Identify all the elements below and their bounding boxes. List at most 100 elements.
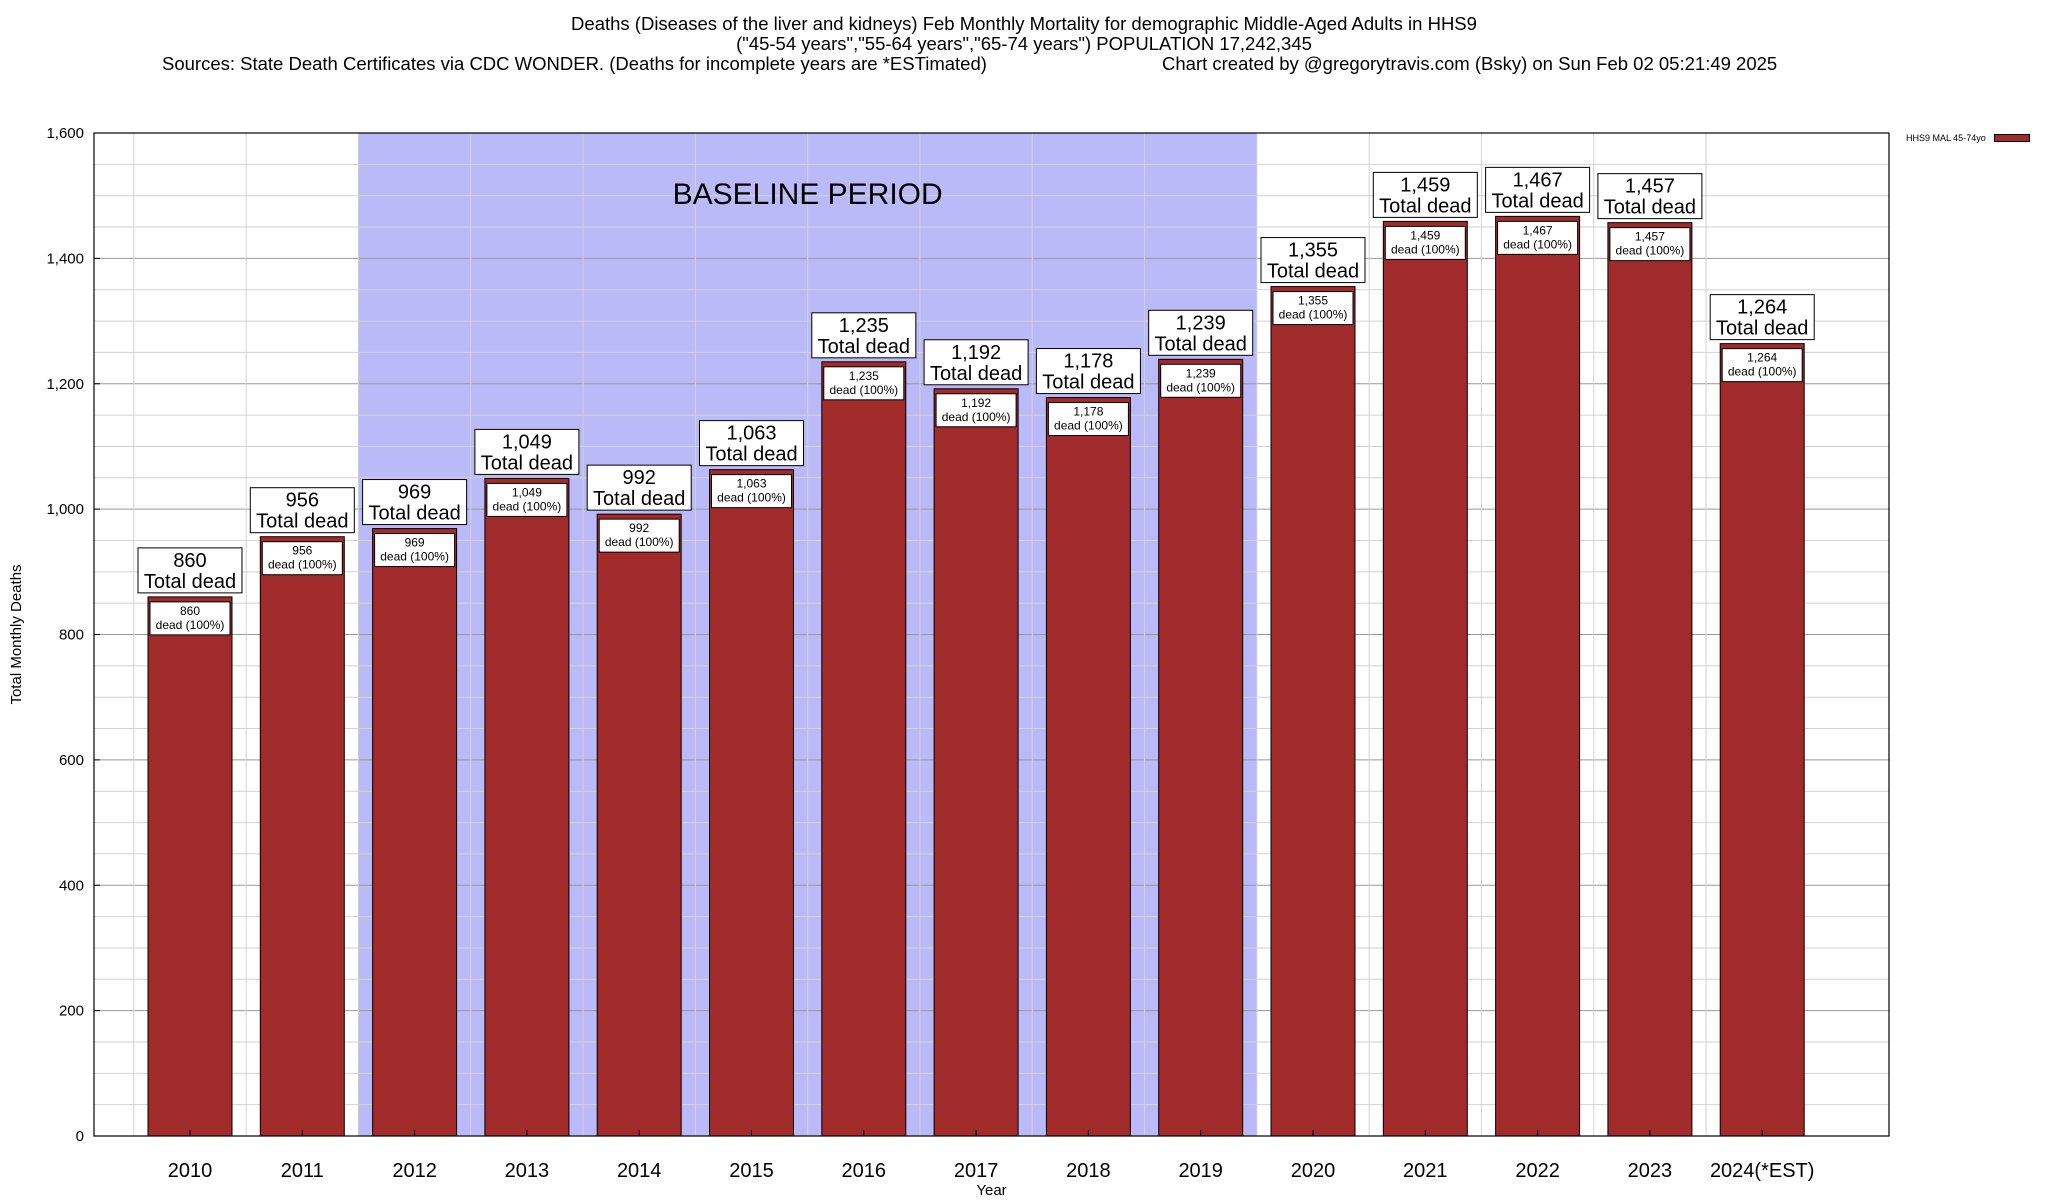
top-value-label: 956 bbox=[286, 490, 319, 512]
baseline-label: BASELINE PERIOD bbox=[673, 178, 943, 211]
bar bbox=[1607, 222, 1693, 1137]
x-axis-label: Year bbox=[976, 1182, 1006, 1199]
x-tick-label: 2018 bbox=[1066, 1160, 1111, 1182]
legend-label: HHS9 MAL 45-74yo bbox=[1906, 133, 1986, 143]
inner-label-box bbox=[1160, 363, 1242, 398]
y-tick-label: 800 bbox=[59, 627, 84, 644]
inner-label-box bbox=[935, 393, 1017, 428]
inner-label-box bbox=[149, 601, 231, 636]
y-tick-label: 1,400 bbox=[46, 250, 84, 267]
inner-value-label: 1,459 bbox=[1410, 228, 1440, 242]
top-value-label: 969 bbox=[398, 482, 431, 504]
y-tick-label: 1,200 bbox=[46, 376, 84, 393]
bar bbox=[821, 361, 907, 1137]
sources-note: Sources: State Death Certificates via CD… bbox=[162, 53, 987, 74]
top-suffix-label: Total dead bbox=[1604, 197, 1696, 219]
inner-label-box bbox=[486, 482, 568, 517]
inner-suffix-label: dead (100%) bbox=[1728, 365, 1797, 379]
bar bbox=[1270, 286, 1356, 1137]
inner-suffix-label: dead (100%) bbox=[829, 383, 898, 397]
top-suffix-label: Total dead bbox=[1155, 333, 1247, 355]
bar bbox=[372, 528, 458, 1137]
inner-suffix-label: dead (100%) bbox=[605, 535, 674, 549]
x-tick-label: 2011 bbox=[281, 1160, 324, 1182]
inner-value-label: 956 bbox=[292, 544, 312, 558]
inner-suffix-label: dead (100%) bbox=[1279, 308, 1348, 322]
inner-value-label: 1,457 bbox=[1635, 230, 1665, 244]
x-tick-label: 2014 bbox=[617, 1160, 662, 1182]
x-tick-label: 2023 bbox=[1628, 1160, 1673, 1182]
top-label-box bbox=[1485, 166, 1591, 213]
x-tick-label: 2020 bbox=[1291, 1160, 1336, 1182]
top-value-label: 1,178 bbox=[1063, 351, 1113, 373]
legend: HHS9 MAL 45-74yo bbox=[1906, 131, 2030, 145]
top-label-box bbox=[137, 547, 243, 594]
inner-label-box bbox=[1047, 402, 1129, 437]
chart-credit: Chart created by @gregorytravis.com (Bsk… bbox=[1162, 53, 1778, 74]
x-tick-label: 2016 bbox=[842, 1160, 887, 1182]
bar bbox=[596, 513, 682, 1137]
top-value-label: 860 bbox=[173, 550, 206, 572]
x-tick-label: 2010 bbox=[168, 1160, 213, 1182]
top-suffix-label: Total dead bbox=[256, 511, 348, 533]
title-line-1: Deaths (Diseases of the liver and kidney… bbox=[571, 13, 1477, 34]
y-tick-label: 1,000 bbox=[46, 501, 84, 518]
inner-label-box bbox=[261, 541, 343, 576]
top-label-box bbox=[699, 420, 804, 467]
x-tick-label: 2012 bbox=[392, 1160, 437, 1182]
plot-frame bbox=[93, 132, 1890, 1137]
inner-suffix-label: dead (100%) bbox=[156, 618, 225, 632]
top-suffix-label: Total dead bbox=[818, 336, 910, 358]
top-value-label: 1,063 bbox=[726, 423, 776, 445]
inner-label-box bbox=[1497, 220, 1579, 255]
x-tick-label: 2021 bbox=[1403, 1160, 1448, 1182]
inner-suffix-label: dead (100%) bbox=[268, 558, 337, 572]
top-suffix-label: Total dead bbox=[930, 363, 1022, 385]
inner-value-label: 1,178 bbox=[1073, 405, 1103, 419]
bar bbox=[484, 477, 570, 1137]
top-suffix-label: Total dead bbox=[593, 488, 685, 510]
top-suffix-label: Total dead bbox=[144, 571, 236, 593]
y-tick-label: 200 bbox=[59, 1003, 84, 1020]
top-label-box bbox=[362, 479, 468, 526]
top-suffix-label: Total dead bbox=[1491, 190, 1583, 212]
top-label-box bbox=[1260, 237, 1366, 284]
sources-row: Sources: State Death Certificates via CD… bbox=[162, 54, 1842, 76]
inner-label-box bbox=[1609, 227, 1691, 262]
bar bbox=[1495, 215, 1581, 1137]
inner-label-box bbox=[1721, 348, 1803, 383]
top-value-label: 1,355 bbox=[1288, 240, 1338, 262]
top-value-label: 1,049 bbox=[502, 431, 552, 453]
inner-suffix-label: dead (100%) bbox=[717, 491, 786, 505]
top-value-label: 1,192 bbox=[951, 342, 1001, 364]
inner-label-box bbox=[1272, 291, 1354, 326]
inner-suffix-label: dead (100%) bbox=[493, 499, 562, 513]
chart-title: Deaths (Diseases of the liver and kidney… bbox=[0, 14, 2048, 54]
top-value-label: 1,264 bbox=[1737, 297, 1787, 319]
inner-value-label: 1,467 bbox=[1523, 223, 1553, 237]
top-suffix-label: Total dead bbox=[481, 452, 573, 474]
inner-suffix-label: dead (100%) bbox=[1503, 237, 1572, 251]
inner-label-box bbox=[374, 533, 456, 568]
bar bbox=[259, 536, 345, 1137]
x-tick-label: 2017 bbox=[954, 1160, 999, 1182]
inner-label-box bbox=[711, 474, 792, 509]
title-line-2: ("45-54 years","55-64 years","65-74 year… bbox=[736, 33, 1312, 54]
bar bbox=[147, 596, 233, 1137]
top-label-box bbox=[1597, 173, 1703, 220]
inner-value-label: 1,049 bbox=[512, 485, 542, 499]
legend-swatch bbox=[1993, 134, 2030, 142]
inner-value-label: 1,192 bbox=[961, 396, 991, 410]
top-value-label: 992 bbox=[623, 467, 656, 489]
inner-value-label: 1,063 bbox=[736, 477, 766, 491]
inner-value-label: 1,355 bbox=[1298, 294, 1328, 308]
y-axis-label: Total Monthly Deaths bbox=[8, 564, 25, 704]
top-value-label: 1,239 bbox=[1176, 312, 1226, 334]
inner-value-label: 969 bbox=[405, 536, 425, 550]
top-suffix-label: Total dead bbox=[1267, 261, 1359, 283]
top-value-label: 1,235 bbox=[839, 315, 889, 337]
top-label-box bbox=[249, 487, 355, 534]
bar bbox=[1719, 343, 1805, 1137]
top-value-label: 1,459 bbox=[1400, 174, 1450, 196]
inner-suffix-label: dead (100%) bbox=[1166, 380, 1235, 394]
